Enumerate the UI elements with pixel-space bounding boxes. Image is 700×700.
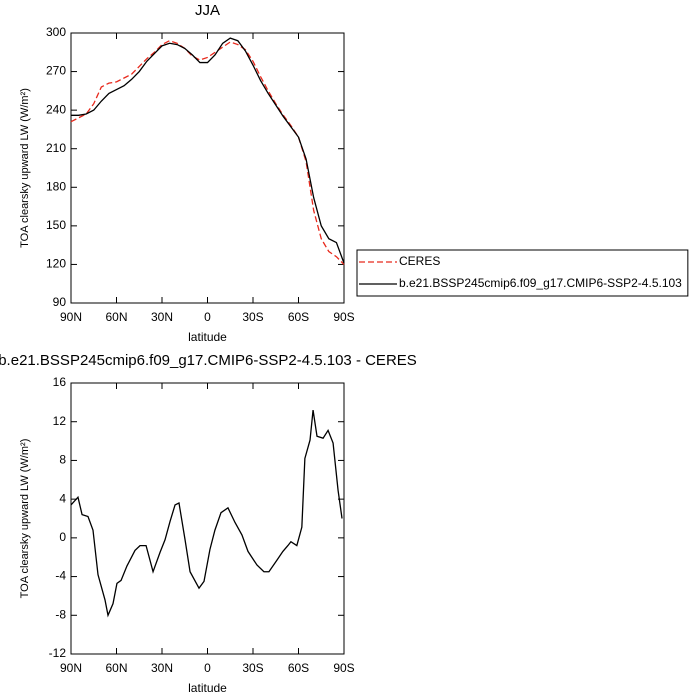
x-tick-label: 30S xyxy=(242,661,263,675)
y-tick-label: 270 xyxy=(46,64,66,78)
y-tick-label: 240 xyxy=(46,102,66,116)
x-tick-label: 90N xyxy=(60,310,82,324)
y-tick-label: 120 xyxy=(46,257,66,271)
y-tick-label: 4 xyxy=(59,491,66,505)
y-tick-label: 150 xyxy=(46,218,66,232)
x-tick-label: 30N xyxy=(151,310,173,324)
y-tick-label: -4 xyxy=(55,569,66,583)
x-tick-label: 30N xyxy=(151,661,173,675)
series-line xyxy=(71,37,345,264)
y-tick-label: 0 xyxy=(59,530,66,544)
x-tick-label: 30S xyxy=(242,310,263,324)
x-tick-label: 0 xyxy=(204,661,211,675)
series-line xyxy=(70,410,343,618)
y-tick-label: 8 xyxy=(59,453,66,467)
x-tick-label: 90N xyxy=(60,661,82,675)
x-tick-label: 90S xyxy=(333,310,354,324)
chart-title: b.e21.BSSP245cmip6.f09_g17.CMIP6-SSP2-4.… xyxy=(0,352,417,369)
y-tick-label: 300 xyxy=(46,25,66,39)
y-tick-label: -8 xyxy=(55,607,66,621)
legend: CERES b.e21.BSSP245cmip6.f09_g17.CMIP6-SS… xyxy=(356,249,689,297)
x-axis-label: latitude xyxy=(188,681,227,695)
x-tick-label: 60N xyxy=(105,661,127,675)
y-tick-label: 12 xyxy=(53,414,67,428)
y-tick-label: 90 xyxy=(53,295,67,309)
legend-label: b.e21.BSSP245cmip6.f09_g17.CMIP6-SSP2-4.… xyxy=(399,276,682,290)
x-tick-label: 90S xyxy=(333,661,354,675)
x-tick-label: 60S xyxy=(288,661,309,675)
series-line xyxy=(70,40,345,265)
legend-label: CERES xyxy=(399,254,440,268)
x-tick-label: 0 xyxy=(204,310,211,324)
y-axis-label: TOA clearsky upward LW (W/m²) xyxy=(19,439,31,599)
y-tick-label: 210 xyxy=(46,141,66,155)
x-tick-label: 60N xyxy=(105,310,127,324)
legend-frame xyxy=(356,249,689,297)
y-tick-label: 16 xyxy=(53,375,67,389)
y-tick-label: -12 xyxy=(49,646,67,660)
plot-frame xyxy=(70,32,345,304)
y-tick-label: 180 xyxy=(46,179,66,193)
x-axis-label: latitude xyxy=(188,330,227,344)
y-axis-label: TOA clearsky upward LW (W/m²) xyxy=(19,88,31,248)
chart-title: JJA xyxy=(195,2,220,19)
plot-frame xyxy=(70,382,345,655)
x-tick-label: 60S xyxy=(288,310,309,324)
